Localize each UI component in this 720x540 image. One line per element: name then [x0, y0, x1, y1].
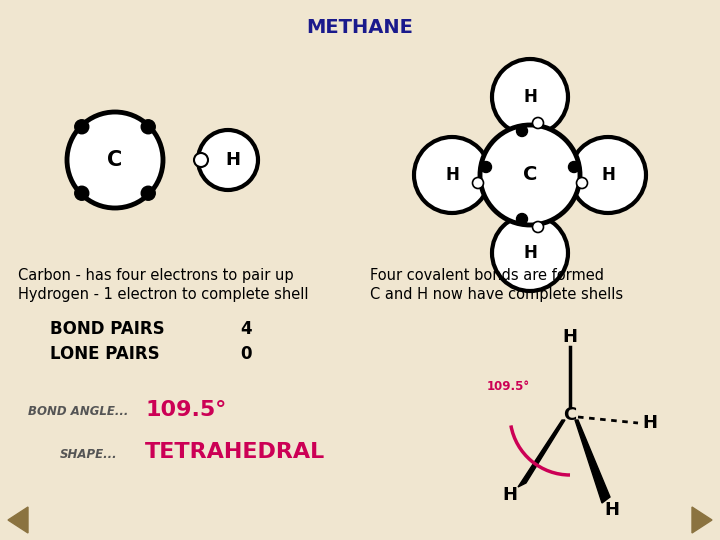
- Text: H: H: [445, 166, 459, 184]
- Text: H: H: [523, 88, 537, 106]
- Circle shape: [516, 125, 528, 137]
- Circle shape: [569, 161, 580, 172]
- Circle shape: [141, 120, 156, 134]
- Text: METHANE: METHANE: [307, 18, 413, 37]
- Text: H: H: [562, 328, 577, 346]
- Polygon shape: [8, 507, 28, 533]
- Text: C: C: [563, 406, 577, 424]
- Text: H: H: [225, 151, 240, 169]
- Text: H: H: [601, 166, 615, 184]
- Text: H: H: [642, 414, 657, 432]
- Polygon shape: [518, 420, 565, 487]
- Circle shape: [492, 215, 568, 291]
- Circle shape: [414, 137, 490, 213]
- Text: 4: 4: [240, 320, 251, 338]
- Text: 109.5°: 109.5°: [145, 400, 226, 420]
- Circle shape: [480, 161, 492, 172]
- Circle shape: [472, 178, 484, 188]
- Circle shape: [516, 213, 528, 225]
- Text: H: H: [523, 244, 537, 262]
- Circle shape: [570, 137, 646, 213]
- Circle shape: [67, 112, 163, 208]
- Circle shape: [194, 153, 208, 167]
- Text: LONE PAIRS: LONE PAIRS: [50, 345, 160, 363]
- Circle shape: [141, 186, 156, 200]
- Circle shape: [533, 221, 544, 233]
- Circle shape: [75, 120, 89, 134]
- Text: C: C: [107, 150, 122, 170]
- Text: SHAPE...: SHAPE...: [60, 448, 117, 461]
- Text: Four covalent bonds are formed: Four covalent bonds are formed: [370, 268, 604, 283]
- Text: 0: 0: [240, 345, 251, 363]
- Text: BOND ANGLE...: BOND ANGLE...: [28, 405, 128, 418]
- Circle shape: [198, 130, 258, 190]
- Text: H: H: [605, 501, 619, 519]
- Text: H: H: [503, 486, 518, 504]
- Text: Carbon - has four electrons to pair up: Carbon - has four electrons to pair up: [18, 268, 294, 283]
- Polygon shape: [575, 420, 610, 503]
- Text: TETRAHEDRAL: TETRAHEDRAL: [145, 442, 325, 462]
- Circle shape: [75, 186, 89, 200]
- Text: BOND PAIRS: BOND PAIRS: [50, 320, 165, 338]
- Polygon shape: [692, 507, 712, 533]
- Text: 109.5°: 109.5°: [487, 381, 530, 394]
- Text: Hydrogen - 1 electron to complete shell: Hydrogen - 1 electron to complete shell: [18, 287, 308, 302]
- Circle shape: [533, 118, 544, 129]
- Text: C and H now have complete shells: C and H now have complete shells: [370, 287, 623, 302]
- Circle shape: [492, 59, 568, 135]
- Text: C: C: [523, 165, 537, 185]
- Circle shape: [577, 178, 588, 188]
- Circle shape: [480, 125, 580, 225]
